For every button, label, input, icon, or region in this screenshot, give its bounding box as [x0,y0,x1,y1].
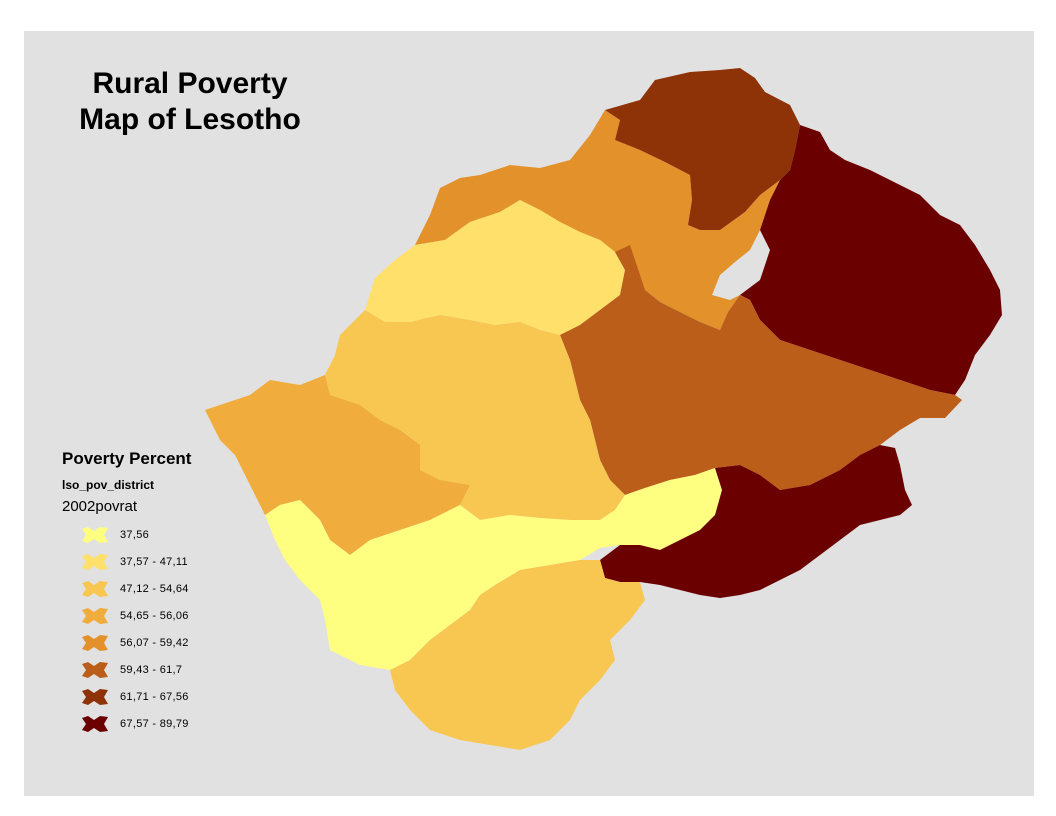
legend-item: 59,43 - 61,7 [62,656,191,683]
district-quthing[interactable] [390,560,645,750]
legend-item: 37,56 [62,521,191,548]
legend-item-label: 56,07 - 59,42 [120,636,189,649]
legend-item-label: 47,12 - 54,64 [120,582,189,595]
legend-item: 61,71 - 67,56 [62,683,191,710]
legend-heading: Poverty Percent [62,449,192,468]
legend-items: 37,56 37,57 - 47,11 47,12 - 54,64 54,65 - 5… [62,521,191,737]
legend-swatch-icon [82,688,108,705]
legend-swatch-icon [82,580,108,597]
district-thaba-tseka[interactable] [560,245,962,495]
legend-item-label: 67,57 - 89,79 [120,717,189,730]
district-maseru-west[interactable] [205,375,470,555]
legend-swatch-icon [82,715,108,732]
legend-item: 54,65 - 56,06 [62,602,191,629]
legend-item-label: 54,65 - 56,06 [120,609,189,622]
district-mafeteng[interactable] [265,468,722,670]
legend-swatch-icon [82,634,108,651]
legend-item-label: 37,57 - 47,11 [120,555,188,568]
legend-item: 47,12 - 54,64 [62,575,191,602]
legend-item: 56,07 - 59,42 [62,629,191,656]
district-qachas-nek[interactable] [600,445,912,598]
district-mokhotlong[interactable] [740,125,1002,395]
legend-swatch-icon [82,607,108,624]
legend: Poverty Percent lso_pov_district 2002pov… [62,448,191,737]
legend-item: 67,57 - 89,79 [62,710,191,737]
legend-layer-name: lso_pov_district [62,478,155,492]
legend-item-label: 61,71 - 67,56 [120,690,189,703]
legend-item-label: 59,43 - 61,7 [120,663,183,676]
legend-field-name: 2002povrat [62,498,138,515]
district-leribe[interactable] [415,110,780,330]
legend-item: 37,57 - 47,11 [62,548,191,575]
map-title: Rural Poverty Map of Lesotho [60,66,320,138]
district-maseru[interactable] [325,310,625,520]
title-line-1: Rural Poverty [92,67,288,100]
district-berea[interactable] [365,200,625,335]
district-butha-buthe[interactable] [605,68,800,230]
legend-item-label: 37,56 [120,528,150,541]
legend-swatch-icon [82,553,108,570]
legend-swatch-icon [82,526,108,543]
legend-swatch-icon [82,661,108,678]
title-line-2: Map of Lesotho [79,103,301,136]
